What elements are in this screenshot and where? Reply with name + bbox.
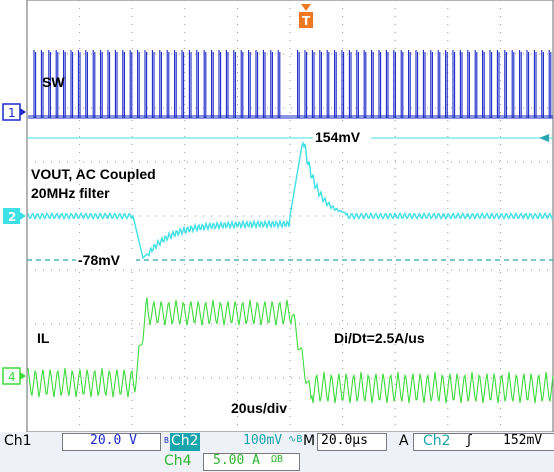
peak-label: 154mV	[315, 129, 361, 145]
timebase-box[interactable]	[317, 433, 387, 451]
ch2-marker-arrow-icon	[20, 212, 26, 220]
ch1-name[interactable]: Ch1	[4, 433, 32, 449]
ch2-marker-box	[3, 208, 20, 224]
didt-label: Di/Dt=2.5A/us	[334, 330, 425, 346]
trigger-source: Ch2	[423, 433, 451, 449]
ch2-marker-text: 2	[8, 210, 16, 224]
timebase-label: M	[303, 433, 316, 449]
ch4-name[interactable]: Ch4	[164, 453, 192, 469]
trigger-box[interactable]	[413, 433, 554, 451]
ch4-unit-icon: ΩB	[271, 454, 284, 465]
ch1-marker-arrow-icon	[20, 108, 26, 116]
ch2-scale: 100mV	[243, 433, 283, 448]
ch4-marker[interactable]: 4	[2, 367, 26, 385]
ch1-scale-box[interactable]	[62, 433, 161, 451]
ch2-name: Ch2	[171, 433, 199, 449]
trigger-marker-text: T	[302, 14, 311, 28]
sw-label: SW	[42, 74, 65, 90]
reference-arrow-icon	[539, 134, 549, 142]
sw-trace	[28, 50, 553, 119]
vout-label: VOUT, AC Coupled	[31, 166, 156, 182]
trigger-level: 152mV	[503, 433, 543, 448]
trigger-marker-box	[299, 12, 313, 28]
il-trace	[27, 297, 554, 404]
ch2-marker[interactable]: 2	[3, 208, 26, 224]
filter-label: 20MHz filter	[31, 185, 110, 201]
ch4-scale-box[interactable]	[203, 453, 300, 471]
ch2-name-box[interactable]	[170, 433, 200, 451]
ch1-marker-text: 1	[8, 106, 16, 120]
timebase-annotation: 20us/div	[231, 400, 287, 416]
vout-trace	[27, 140, 554, 260]
ch1-marker[interactable]: 1	[2, 103, 26, 121]
trigger-arrow-icon	[301, 4, 311, 11]
peak-label-bg	[313, 127, 371, 145]
ch4-marker-arrow-icon	[20, 372, 26, 380]
ch1-scale: 20.0 V	[90, 433, 137, 448]
trigger-mode: A	[399, 433, 409, 449]
ch2-coupling-icon: ∿B	[288, 434, 303, 445]
trigger-slope-icon: ʃ	[465, 433, 473, 448]
ch4-marker-text: 4	[8, 370, 16, 384]
dip-label-bg	[76, 250, 136, 268]
ch4-scale: 5.00 A	[213, 453, 260, 468]
trigger-marker[interactable]: T	[299, 4, 313, 28]
ch1-bandwidth-icon: B	[164, 436, 169, 445]
il-label: IL	[37, 330, 50, 346]
dip-label: -78mV	[78, 252, 121, 268]
timebase-value: 20.0µs	[321, 433, 368, 448]
